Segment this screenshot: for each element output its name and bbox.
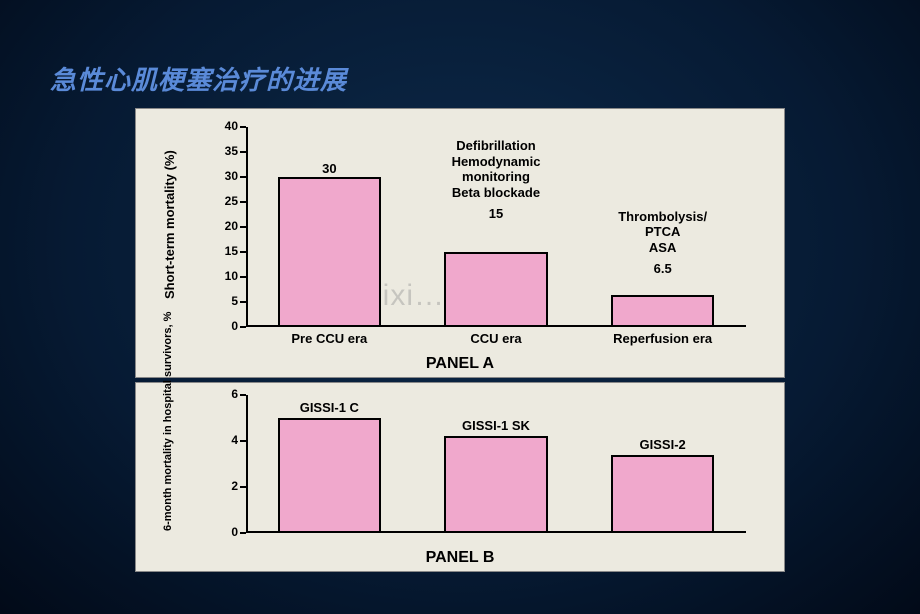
panelA-bar: [611, 295, 714, 328]
panelB-ytick: 6: [210, 387, 238, 401]
panelA-ytick: 30: [210, 169, 238, 183]
slide-title: 急性心肌梗塞治疗的进展: [50, 60, 347, 97]
panel-a-annotation: Thrombolysis/PTCAASA: [593, 209, 733, 256]
panel-a-ylabel: Short-term mortality (%): [162, 150, 177, 299]
panelA-ytick: 10: [210, 269, 238, 283]
panelB-bar: [278, 418, 381, 533]
panelA-ytick: 40: [210, 119, 238, 133]
panelA-value: 15: [466, 206, 526, 221]
panelB-ytick: 0: [210, 525, 238, 539]
panelA-value: 30: [299, 161, 359, 176]
panelB-bar: [611, 455, 714, 533]
panel-b-title: PANEL B: [136, 549, 784, 567]
panelA-ytick: 35: [210, 144, 238, 158]
panelA-ytick: 20: [210, 219, 238, 233]
panel-b-ylabel: 6-month mortality in hospital survivors,…: [162, 312, 174, 531]
panelA-value: 6.5: [633, 261, 693, 276]
panelA-bar: [278, 177, 381, 327]
panel-a-annotation: DefibrillationHemodynamicmonitoringBeta …: [426, 138, 566, 200]
panel-b: 6-month mortality in hospital survivors,…: [135, 382, 785, 572]
chart-container: Short-term mortality (%) www.zixi…o PANE…: [135, 108, 785, 602]
panelB-series-label: GISSI-2: [603, 437, 723, 452]
panelB-series-label: GISSI-1 SK: [436, 418, 556, 433]
panelB-ytick: 4: [210, 433, 238, 447]
panelB-ytick: 2: [210, 479, 238, 493]
panelA-ytick: 5: [210, 294, 238, 308]
panelB-bar: [444, 436, 547, 533]
panelA-ytick: 25: [210, 194, 238, 208]
panelA-category: CCU era: [413, 331, 580, 346]
panelA-bar: [444, 252, 547, 327]
panel-a-title: PANEL A: [136, 355, 784, 373]
panel-a: Short-term mortality (%) www.zixi…o PANE…: [135, 108, 785, 378]
panelA-category: Reperfusion era: [579, 331, 746, 346]
panelB-series-label: GISSI-1 C: [269, 400, 389, 415]
panelA-category: Pre CCU era: [246, 331, 413, 346]
panelA-ytick: 0: [210, 319, 238, 333]
panelA-ytick: 15: [210, 244, 238, 258]
